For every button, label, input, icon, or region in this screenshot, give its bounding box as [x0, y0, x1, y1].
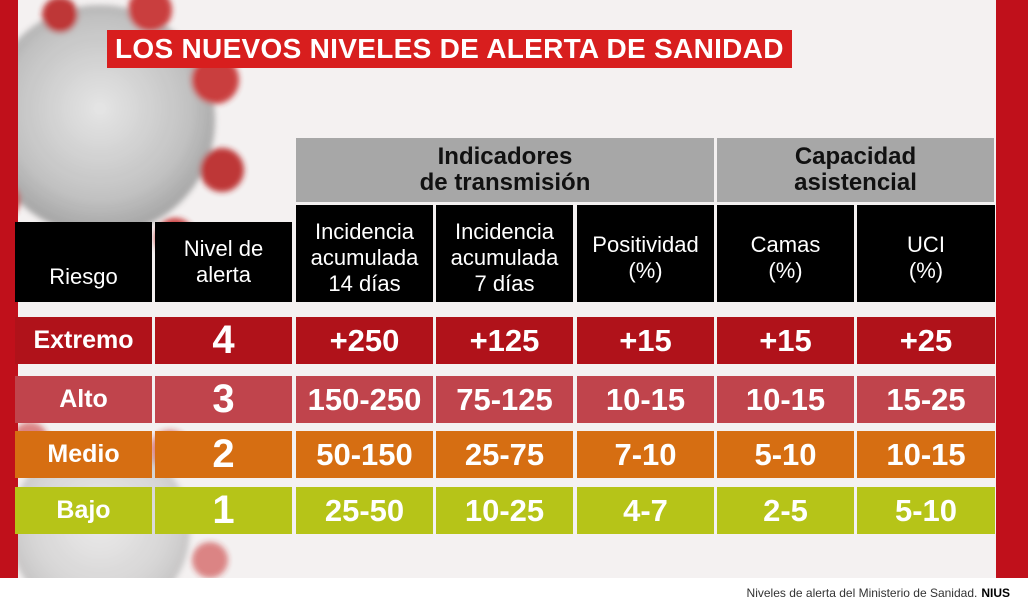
indicator-value: 7-10	[577, 431, 714, 478]
infographic-title: LOS NUEVOS NIVELES DE ALERTA DE SANIDAD	[107, 30, 792, 68]
alert-levels-table: Indicadores de transmisión Capacidad asiste…	[15, 138, 995, 540]
indicator-value: 10-15	[577, 376, 714, 423]
column-header: Camas (%)	[717, 205, 854, 302]
alert-level: 4	[155, 317, 292, 364]
indicator-value: +15	[717, 317, 854, 364]
indicator-value: 5-10	[857, 487, 995, 534]
indicator-value: +125	[436, 317, 573, 364]
indicator-value: 5-10	[717, 431, 854, 478]
indicator-value: 15-25	[857, 376, 995, 423]
alert-level: 2	[155, 431, 292, 478]
alert-level: 3	[155, 376, 292, 423]
risk-label: Medio	[15, 431, 152, 478]
indicator-value: 25-75	[436, 431, 573, 478]
indicator-value: 2-5	[717, 487, 854, 534]
group-header-capacidad: Capacidad asistencial	[717, 138, 994, 202]
column-header: Incidencia acumulada 7 días	[436, 205, 573, 302]
column-header: Nivel de alerta	[155, 222, 292, 302]
indicator-value: 50-150	[296, 431, 433, 478]
column-header: Riesgo	[15, 222, 152, 302]
right-accent-bar	[996, 0, 1028, 578]
indicator-value: 10-15	[717, 376, 854, 423]
indicator-value: 10-15	[857, 431, 995, 478]
risk-label: Extremo	[15, 317, 152, 364]
indicator-value: 25-50	[296, 487, 433, 534]
image-caption: Niveles de alerta del Ministerio de Sani…	[747, 586, 1010, 600]
indicator-value: +15	[577, 317, 714, 364]
risk-label: Alto	[15, 376, 152, 423]
column-header: Incidencia acumulada 14 días	[296, 205, 433, 302]
indicator-value: 75-125	[436, 376, 573, 423]
column-header: UCI (%)	[857, 205, 995, 302]
risk-label: Bajo	[15, 487, 152, 534]
indicator-value: 150-250	[296, 376, 433, 423]
indicator-value: 4-7	[577, 487, 714, 534]
caption-text: Niveles de alerta del Ministerio de Sani…	[746, 586, 978, 600]
indicator-value: 10-25	[436, 487, 573, 534]
indicator-value: +250	[296, 317, 433, 364]
indicator-value: +25	[857, 317, 995, 364]
left-accent-bar	[0, 0, 18, 578]
alert-level: 1	[155, 487, 292, 534]
caption-source: NIUS	[981, 586, 1010, 600]
column-header: Positividad (%)	[577, 205, 714, 302]
group-header-transmision: Indicadores de transmisión	[296, 138, 714, 202]
